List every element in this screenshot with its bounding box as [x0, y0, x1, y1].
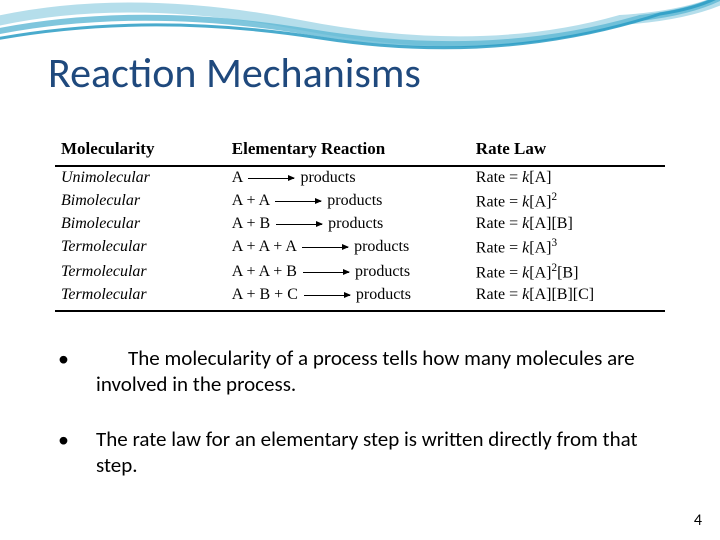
arrow-icon — [276, 224, 322, 225]
table-row: TermolecularA + A + B productsRate = k[A… — [55, 260, 665, 284]
cell-molecularity: Bimolecular — [55, 189, 226, 213]
bullet-text: The rate law for an elementary step is w… — [96, 426, 678, 479]
table-row: TermolecularA + A + A productsRate = k[A… — [55, 235, 665, 259]
cell-reaction: A + B products — [226, 213, 470, 235]
cell-rate-law: Rate = k[A]2 — [470, 189, 665, 213]
cell-rate-law: Rate = k[A] — [470, 166, 665, 189]
arrow-icon — [302, 247, 348, 248]
page-number: 4 — [694, 511, 702, 530]
table-row: BimolecularA + A productsRate = k[A]2 — [55, 189, 665, 213]
col-header-molecularity: Molecularity — [55, 135, 226, 166]
cell-reaction: A + A + B products — [226, 260, 470, 284]
bullet-list: • The molecularity of a process tells ho… — [58, 345, 678, 506]
cell-molecularity: Termolecular — [55, 284, 226, 311]
col-header-reaction: Elementary Reaction — [226, 135, 470, 166]
cell-molecularity: Termolecular — [55, 235, 226, 259]
arrow-icon — [275, 201, 321, 202]
bullet-marker-icon: • — [58, 426, 96, 479]
cell-reaction: A + B + C products — [226, 284, 470, 311]
cell-molecularity: Unimolecular — [55, 166, 226, 189]
cell-rate-law: Rate = k[A][B][C] — [470, 284, 665, 311]
cell-reaction: A + A products — [226, 189, 470, 213]
cell-reaction: A products — [226, 166, 470, 189]
cell-molecularity: Termolecular — [55, 260, 226, 284]
cell-molecularity: Bimolecular — [55, 213, 226, 235]
cell-rate-law: Rate = k[A]2[B] — [470, 260, 665, 284]
table-row: UnimolecularA productsRate = k[A] — [55, 166, 665, 189]
arrow-icon — [304, 295, 350, 296]
bullet-item: • The molecularity of a process tells ho… — [58, 345, 678, 398]
arrow-icon — [303, 272, 349, 273]
cell-rate-law: Rate = k[A][B] — [470, 213, 665, 235]
table-row: BimolecularA + B productsRate = k[A][B] — [55, 213, 665, 235]
arrow-icon — [248, 178, 294, 179]
col-header-rate-law: Rate Law — [470, 135, 665, 166]
bullet-item: • The rate law for an elementary step is… — [58, 426, 678, 479]
cell-rate-law: Rate = k[A]3 — [470, 235, 665, 259]
page-title: Reaction Mechanisms — [48, 48, 421, 99]
bullet-marker-icon: • — [58, 345, 96, 398]
molecularity-table: Molecularity Elementary Reaction Rate La… — [55, 135, 665, 312]
cell-reaction: A + A + A products — [226, 235, 470, 259]
bullet-text: The molecularity of a process tells how … — [96, 345, 678, 398]
table-row: TermolecularA + B + C productsRate = k[A… — [55, 284, 665, 311]
